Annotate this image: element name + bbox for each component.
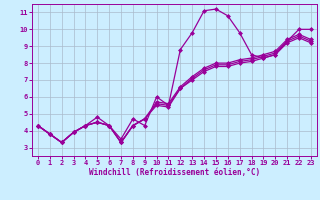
X-axis label: Windchill (Refroidissement éolien,°C): Windchill (Refroidissement éolien,°C) xyxy=(89,168,260,177)
